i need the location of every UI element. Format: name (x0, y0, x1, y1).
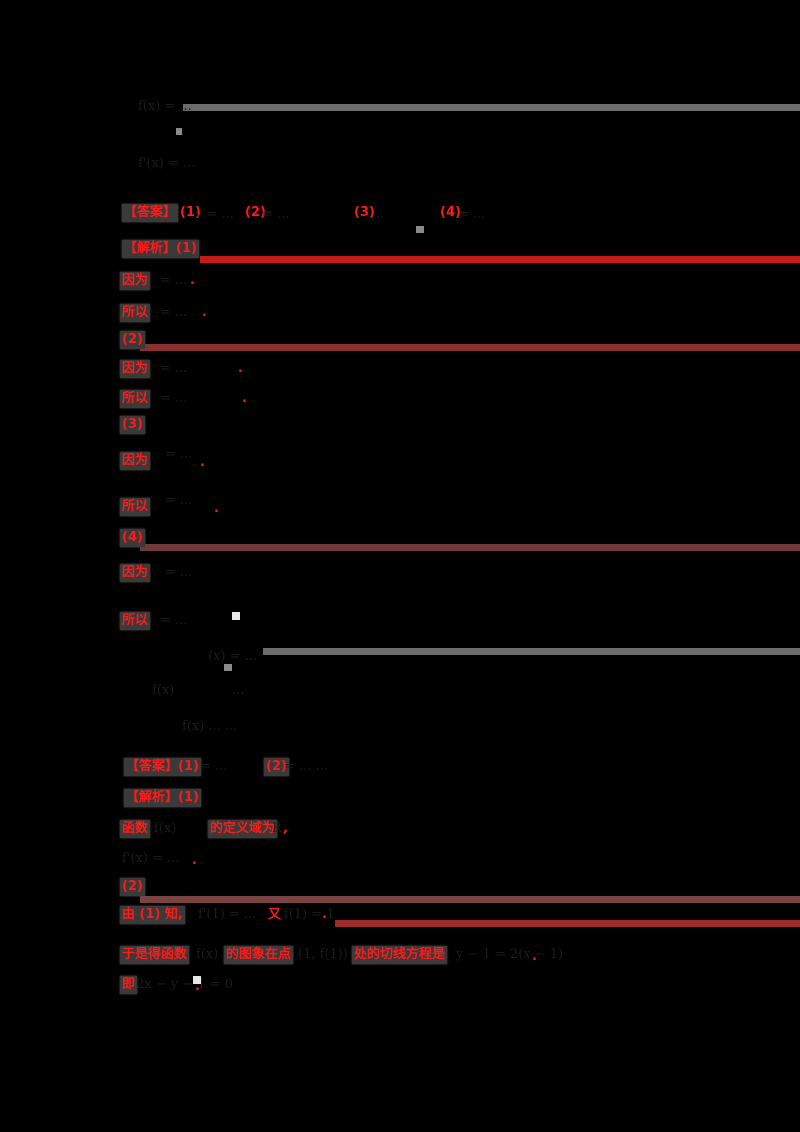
therefore-formula: = ... (160, 613, 188, 628)
and-label: 又 (268, 907, 282, 922)
because-formula: = ... (160, 273, 188, 288)
domain-value: R (272, 821, 282, 836)
final-equation: 2x − y − 1 = 0 (136, 977, 233, 992)
answer-part-1-label: (1) (180, 205, 201, 220)
because-label: 因为 (120, 272, 151, 290)
part-2-label: (2) (120, 878, 145, 896)
part-4-label: (4) (120, 529, 145, 547)
rule-bar-rose (140, 896, 800, 903)
final-prefix: 即 (120, 976, 138, 994)
because-formula: = ... (165, 565, 193, 580)
period: . (202, 305, 207, 320)
therefore-label: 所以 (120, 498, 151, 516)
derivation-line-2a: f(x) (152, 683, 175, 698)
therefore-label: 所以 (120, 390, 151, 408)
therefore-formula: = ... (160, 305, 188, 320)
period: . (322, 907, 327, 922)
answer-2-part-2-label: (2) (264, 758, 289, 776)
answer-part-3-label: (3) (354, 205, 375, 220)
domain-text: 的定义域为 (208, 820, 278, 838)
domain-prefix: 函数 (120, 820, 151, 838)
period: . (190, 273, 195, 288)
domain-fx: f(x) (154, 821, 177, 836)
tangent-mid: 的图象在点 (224, 946, 294, 964)
period: . (238, 361, 243, 376)
rule-bar-brown (140, 344, 800, 351)
answer-part-2-label: (2) (245, 205, 266, 220)
answer-2-label: 【答案】(1) (124, 758, 201, 776)
derivation-line-3: f(x) ... ... (182, 719, 238, 734)
header-formula-2: f'(x) = ... (138, 156, 196, 171)
period: . (192, 853, 197, 868)
derivation-line-2b: ... (232, 683, 245, 698)
formula-glyph (193, 976, 201, 984)
because-formula: = ... (160, 361, 188, 376)
answer-part-3-formula: ... (372, 207, 385, 222)
period: . (195, 979, 200, 994)
comma: , (283, 821, 288, 836)
period: . (214, 501, 219, 516)
rule-bar-brown-2 (140, 544, 800, 551)
rule-bar-crimson (335, 920, 800, 927)
period: . (242, 391, 247, 406)
formula-glyph (224, 664, 232, 671)
from-part-1-label: 由 (1) 知, (120, 906, 185, 924)
answer-2-part-2-formula: = ... ... (284, 759, 328, 774)
tangent-equation: y − 1 = 2(x − 1) (456, 947, 564, 962)
therefore-formula: = ... (165, 493, 193, 508)
part-2-label: (2) (120, 331, 145, 349)
tangent-suffix: 处的切线方程是 (352, 946, 448, 964)
answer-part-1-formula: y = ... (195, 207, 234, 222)
rule-bar-red (200, 256, 800, 263)
formula-glyph (232, 612, 240, 620)
because-label: 因为 (120, 564, 151, 582)
rule-bar-gray-2 (263, 648, 800, 655)
from-part-1-formula: f'(1) = ... (198, 907, 257, 922)
analysis-2-label: 【解析】(1) (124, 789, 201, 807)
therefore-label: 所以 (120, 304, 151, 322)
formula-glyph (176, 128, 182, 135)
formula-glyph (416, 226, 424, 233)
because-formula: = ... (165, 447, 193, 462)
analysis-label: 【解析】(1) (122, 240, 199, 258)
derivative-line: f'(x) = ... (122, 851, 180, 866)
tangent-prefix: 于是得函数 (120, 946, 190, 964)
header-formula-1: f(x) = ... (138, 99, 192, 114)
answer-part-4-formula: = ... (458, 207, 486, 222)
therefore-formula: = ... (160, 391, 188, 406)
rule-bar-gray-top (183, 104, 800, 111)
answer-label: 【答案】 (122, 204, 179, 222)
period: . (200, 455, 205, 470)
and-formula: f(1) = 1 (284, 907, 335, 922)
because-label: 因为 (120, 360, 151, 378)
tangent-fx: f(x) (196, 947, 219, 962)
derivation-line-1: (x) = ... (208, 649, 258, 664)
answer-part-4-label: (4) (440, 205, 461, 220)
period: . (532, 949, 537, 964)
answer-2-formula: = ... (200, 759, 228, 774)
because-label: 因为 (120, 452, 151, 470)
part-3-label: (3) (120, 416, 145, 434)
answer-part-2-formula: = ... (262, 207, 290, 222)
therefore-label: 所以 (120, 612, 151, 630)
tangent-point: (1, f(1)) (298, 947, 348, 962)
